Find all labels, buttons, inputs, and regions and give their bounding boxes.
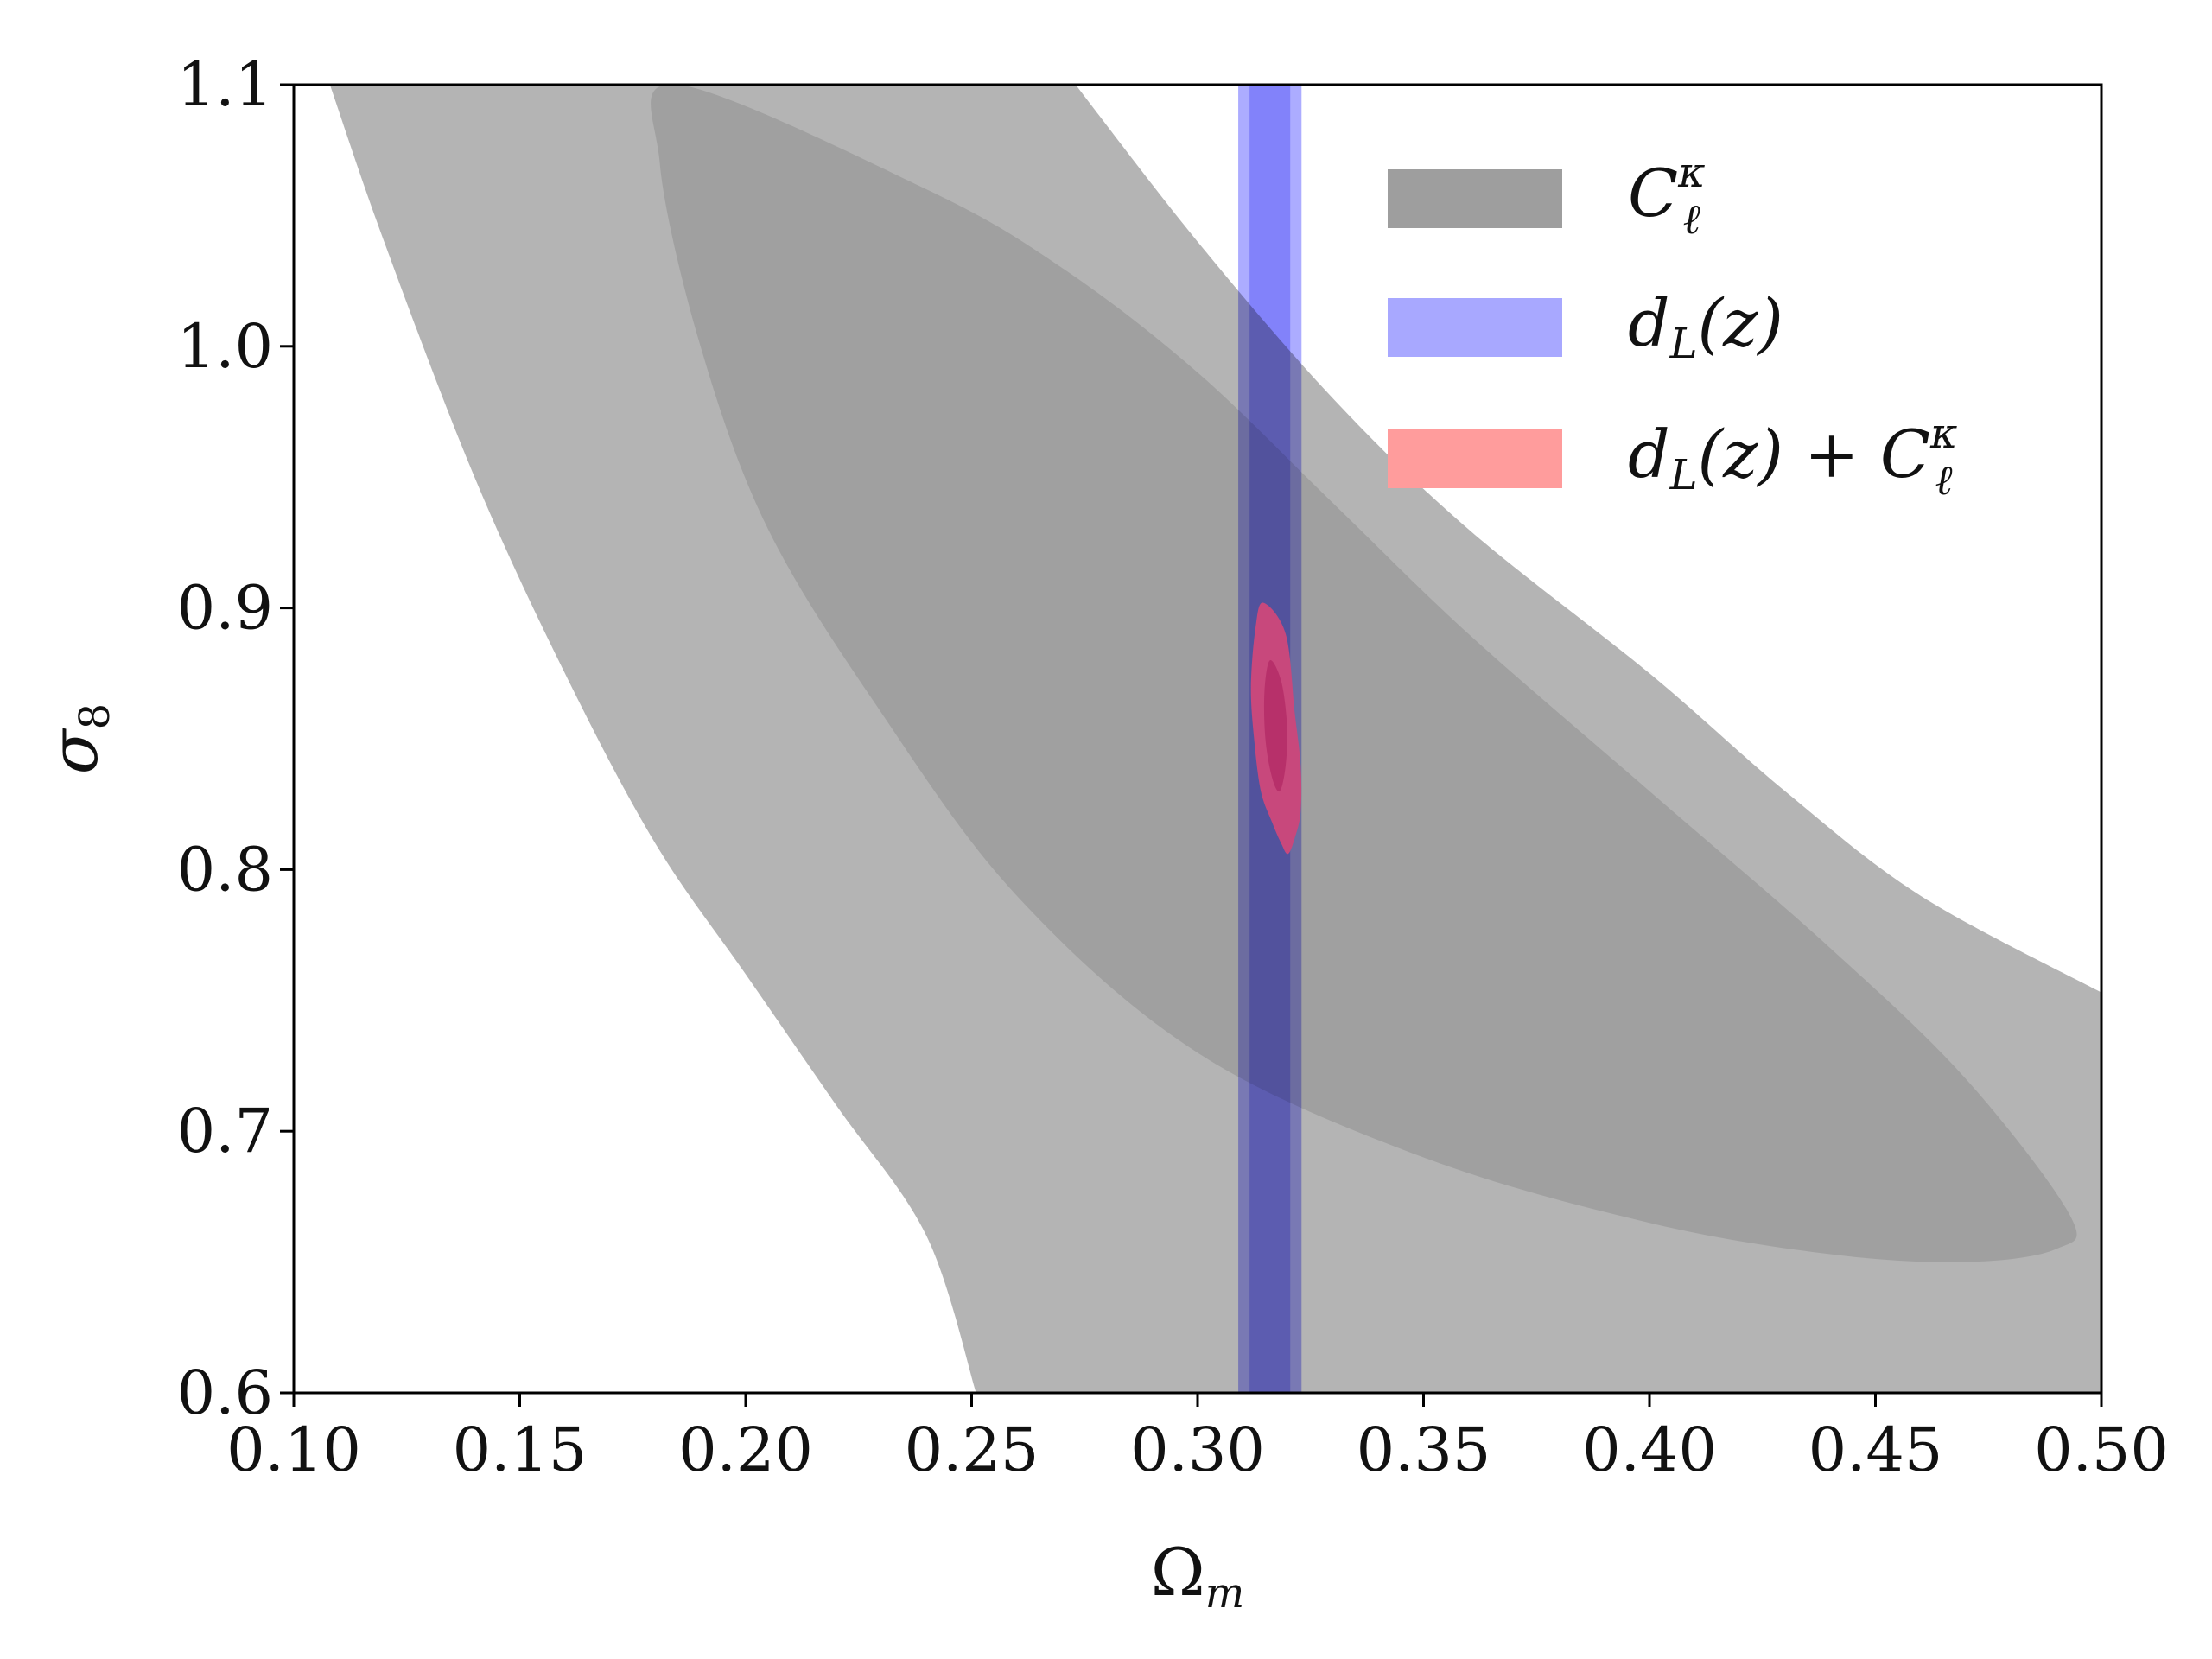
x-tick-label: 0.35 [1357,1414,1491,1485]
y-tick-label: 0.6 [177,1357,273,1428]
x-axis: 0.10 0.15 0.20 0.25 0.30 0.35 0.40 0.45 0.50 [226,1393,2169,1485]
x-tick-label: 0.10 [226,1414,361,1485]
x-tick-label: 0.15 [453,1414,588,1485]
y-tick-label: 1.1 [177,49,273,120]
x-tick-label: 0.40 [1582,1414,1717,1485]
legend: Cκ ℓ dL(z) dL(z) + Cκ ℓ [1388,149,1958,505]
y-tick-label: 0.8 [177,834,273,905]
y-axis: 0.6 0.7 0.8 0.9 1.0 1.1 [177,49,294,1428]
x-tick-label: 0.20 [678,1414,813,1485]
legend-swatch-cl [1388,169,1562,228]
y-axis-label-main: σ [35,728,112,774]
plot-area [329,85,2101,1393]
x-axis-label-main: Ω [1151,1534,1205,1611]
legend-swatch-dl [1388,298,1562,357]
legend-label-combined: dL(z) + Cκ ℓ [1628,410,1958,505]
legend-label-dl: dL(z) [1628,284,1783,368]
x-axis-label: Ωm [1151,1534,1245,1618]
y-axis-label: σ8 [35,703,119,774]
cl-68-contour [651,85,2077,1262]
x-tick-label: 0.30 [1130,1414,1265,1485]
legend-label-cl: Cκ ℓ [1628,149,1706,244]
x-axis-label-sub: m [1205,1569,1245,1618]
y-tick-label: 0.9 [177,573,273,644]
y-tick-label: 1.0 [177,311,273,382]
legend-swatch-combined [1388,429,1562,488]
y-tick-label: 0.7 [177,1096,273,1166]
x-tick-label: 0.50 [2034,1414,2169,1485]
y-axis-label-sub: 8 [71,703,119,730]
x-tick-label: 0.25 [905,1414,1039,1485]
x-tick-label: 0.45 [1808,1414,1943,1485]
combined-68-contour [1263,659,1287,792]
